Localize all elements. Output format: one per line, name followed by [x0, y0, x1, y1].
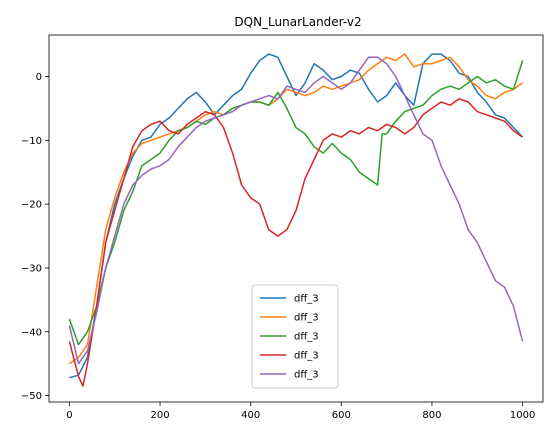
y-tick-label-2: −30 — [21, 263, 42, 274]
y-axis: −50 −40 −30 −20 −10 0 — [21, 72, 49, 402]
legend-label-1: dff_3 — [294, 294, 319, 305]
legend-label-5: dff_3 — [294, 370, 319, 381]
legend-label-3: dff_3 — [294, 332, 319, 343]
legend-label-4: dff_3 — [294, 351, 319, 362]
x-tick-label-1: 200 — [150, 410, 169, 421]
y-tick-label-1: −40 — [21, 327, 42, 338]
chart-title: DQN_LunarLander-v2 — [234, 15, 361, 29]
x-tick-label-0: 0 — [66, 410, 72, 421]
x-tick-label-3: 600 — [332, 410, 351, 421]
y-tick-label-0: −50 — [21, 391, 42, 402]
legend: dff_3 dff_3 dff_3 dff_3 dff_3 — [252, 285, 338, 388]
x-tick-label-2: 400 — [241, 410, 260, 421]
legend-label-2: dff_3 — [294, 313, 319, 324]
y-tick-label-3: −20 — [21, 200, 42, 211]
y-tick-label-4: −10 — [21, 136, 42, 147]
y-tick-label-5: 0 — [36, 72, 42, 83]
x-axis: 0 200 400 600 800 1000 — [66, 402, 535, 421]
x-tick-label-5: 1000 — [510, 410, 535, 421]
x-tick-label-4: 800 — [422, 410, 441, 421]
